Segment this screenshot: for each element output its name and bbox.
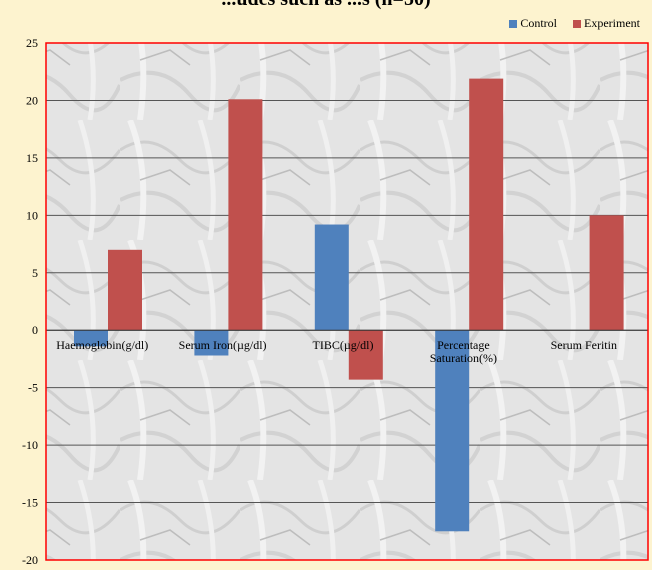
x-tick-label: Haemoglobin(g/dl) xyxy=(56,338,148,352)
bar-experiment xyxy=(108,249,142,331)
y-tick-label: 5 xyxy=(32,266,38,280)
x-tick-label: TIBC(µg/dl) xyxy=(313,338,374,352)
legend-swatch-control xyxy=(509,19,518,28)
bar-control xyxy=(74,330,108,347)
legend-item-experiment: Experiment xyxy=(573,16,640,31)
bar-control xyxy=(314,224,349,331)
bar-experiment xyxy=(469,78,504,331)
bar-control xyxy=(194,330,229,356)
x-tick-label: Serum Iron(µg/dl) xyxy=(179,338,267,352)
y-tick-label: 15 xyxy=(26,151,38,165)
y-tick-label: 25 xyxy=(26,36,38,50)
y-tick-label: -15 xyxy=(22,496,38,510)
legend-label-control: Control xyxy=(520,16,558,30)
y-tick-label: 10 xyxy=(26,208,38,222)
chart-title: ...udes such as ...s (n=50) xyxy=(0,0,652,11)
y-tick-label: 0 xyxy=(32,323,38,337)
legend-swatch-experiment xyxy=(573,19,582,28)
bar-experiment xyxy=(589,215,624,331)
bar-experiment xyxy=(228,99,263,331)
legend: Control Experiment xyxy=(509,16,640,31)
y-tick-label: -10 xyxy=(22,438,38,452)
legend-label-experiment: Experiment xyxy=(584,16,640,30)
x-tick-label: Serum Feritin xyxy=(551,338,617,352)
plot-border xyxy=(45,42,649,561)
bar-control xyxy=(435,330,470,532)
y-tick-label: -20 xyxy=(22,553,38,567)
y-tick-label: -5 xyxy=(28,381,38,395)
legend-item-control: Control xyxy=(509,16,557,31)
bar-experiment xyxy=(348,330,383,380)
x-tick-label: Percentage Saturation(%) xyxy=(430,338,497,365)
y-tick-label: 20 xyxy=(26,93,38,107)
